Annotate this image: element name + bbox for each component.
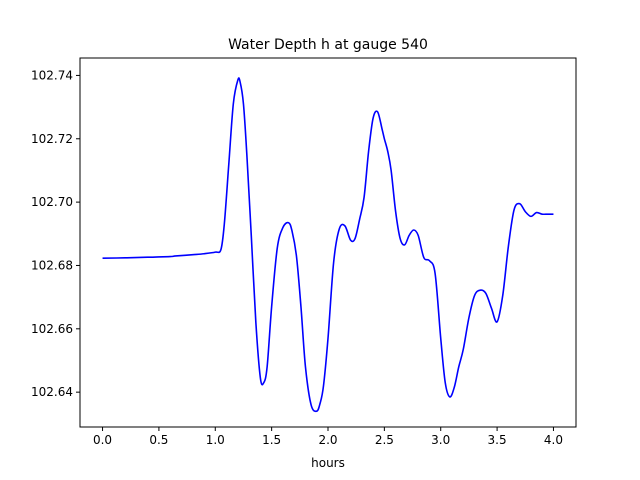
x-tick-label: 0.0	[93, 433, 112, 447]
x-axis-ticks: 0.0 0.5 1.0 1.5 2.0 2.5 3.0 3.5 4.0	[93, 427, 563, 447]
series-line-0	[102, 77, 554, 413]
y-tick-label: 102.74	[31, 68, 73, 82]
chart-title: Water Depth h at gauge 540	[228, 37, 428, 53]
x-tick-label: 2.0	[318, 433, 337, 447]
y-axis-ticks: 102.64 102.66 102.68 102.70 102.72 102.74	[31, 68, 80, 399]
plot-frame	[79, 57, 577, 428]
x-tick-label: 4.0	[544, 433, 563, 447]
y-tick-label: 102.72	[31, 132, 73, 146]
y-tick-label: 102.70	[31, 195, 73, 209]
x-tick-label: 2.5	[375, 433, 394, 447]
x-tick-label: 1.0	[206, 433, 225, 447]
x-tick-label: 0.5	[149, 433, 168, 447]
x-tick-label: 1.5	[262, 433, 281, 447]
y-tick-label: 102.66	[31, 322, 73, 336]
x-tick-label: 3.0	[431, 433, 450, 447]
y-tick-label: 102.64	[31, 385, 73, 399]
y-tick-label: 102.68	[31, 258, 73, 272]
plot-layer	[102, 77, 554, 413]
x-axis-label: hours	[311, 456, 345, 470]
x-tick-label: 3.5	[488, 433, 507, 447]
